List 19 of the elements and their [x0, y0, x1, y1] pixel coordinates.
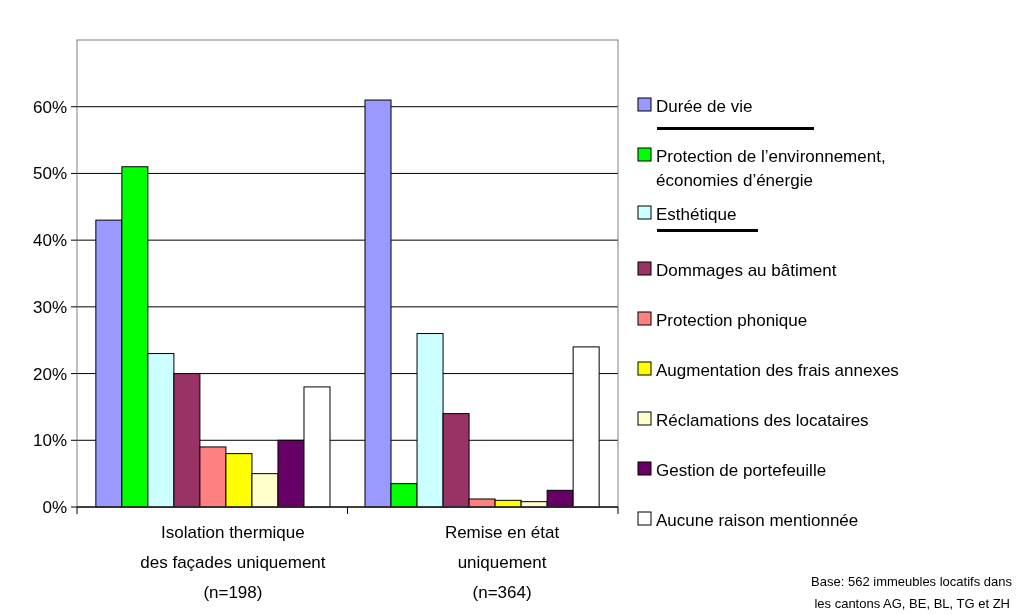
y-tick-label: 40% [32, 231, 67, 251]
y-tick-label: 60% [32, 97, 67, 117]
legend-label: Gestion de portefeuille [656, 461, 827, 480]
legend-label: Dommages au bâtiment [656, 261, 837, 280]
legend-label: Protection phonique [656, 311, 808, 330]
x-tick-label: Remise en état uniquement (n=364) [444, 523, 560, 602]
legend-label: Réclamations des locataires [656, 411, 869, 430]
x-tick-label: Isolation thermique des façades uniquement (n=198) [140, 523, 326, 602]
y-tick-label: 10% [32, 431, 67, 451]
y-tick-label: 30% [32, 297, 67, 317]
text: Base: 562 immeubles locatifs dans les cantons AG, BE, BL, TG et ZH [811, 574, 1013, 611]
legend-label: Augmentation des frais annexes [656, 361, 899, 380]
legend-label: Aucune raison mentionnée [656, 511, 859, 530]
y-tick-label: 0% [42, 498, 67, 517]
y-tick-label: 50% [32, 164, 67, 184]
legend-label: Protection de l’environnement, économies d’énergie [656, 147, 886, 190]
legend-label: Durée de vie [656, 97, 753, 116]
legend-label: Esthétique [656, 205, 737, 224]
y-tick-label: 20% [32, 364, 67, 384]
